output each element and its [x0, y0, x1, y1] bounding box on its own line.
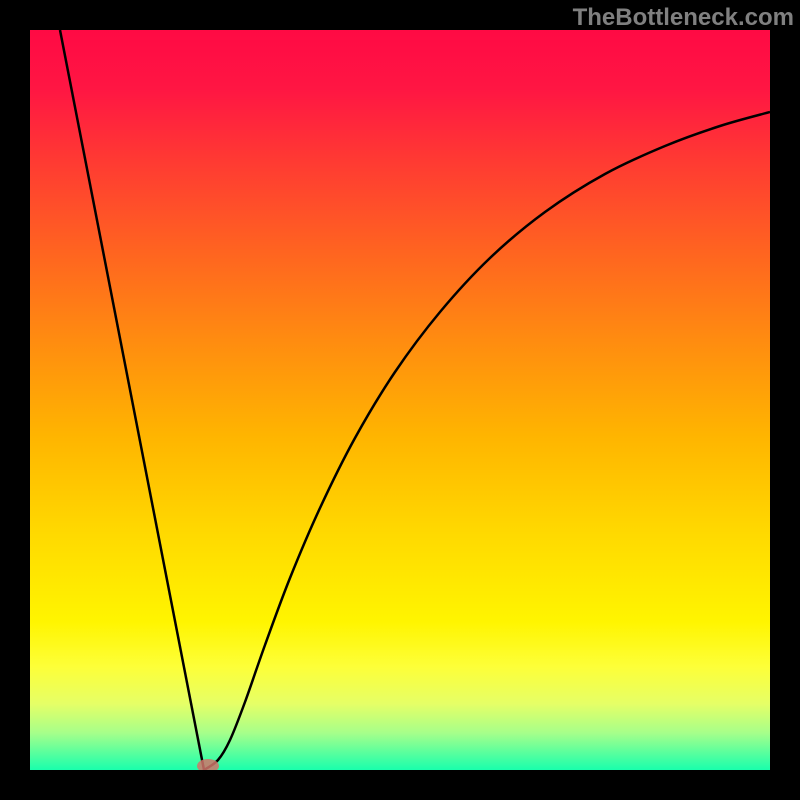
plot-area: [30, 30, 770, 770]
curve-right-branch: [204, 112, 770, 770]
curve-left-branch: [60, 30, 204, 770]
curve-layer: [30, 30, 770, 770]
watermark-text: TheBottleneck.com: [573, 4, 794, 32]
chart-frame: TheBottleneck.com: [0, 0, 800, 800]
